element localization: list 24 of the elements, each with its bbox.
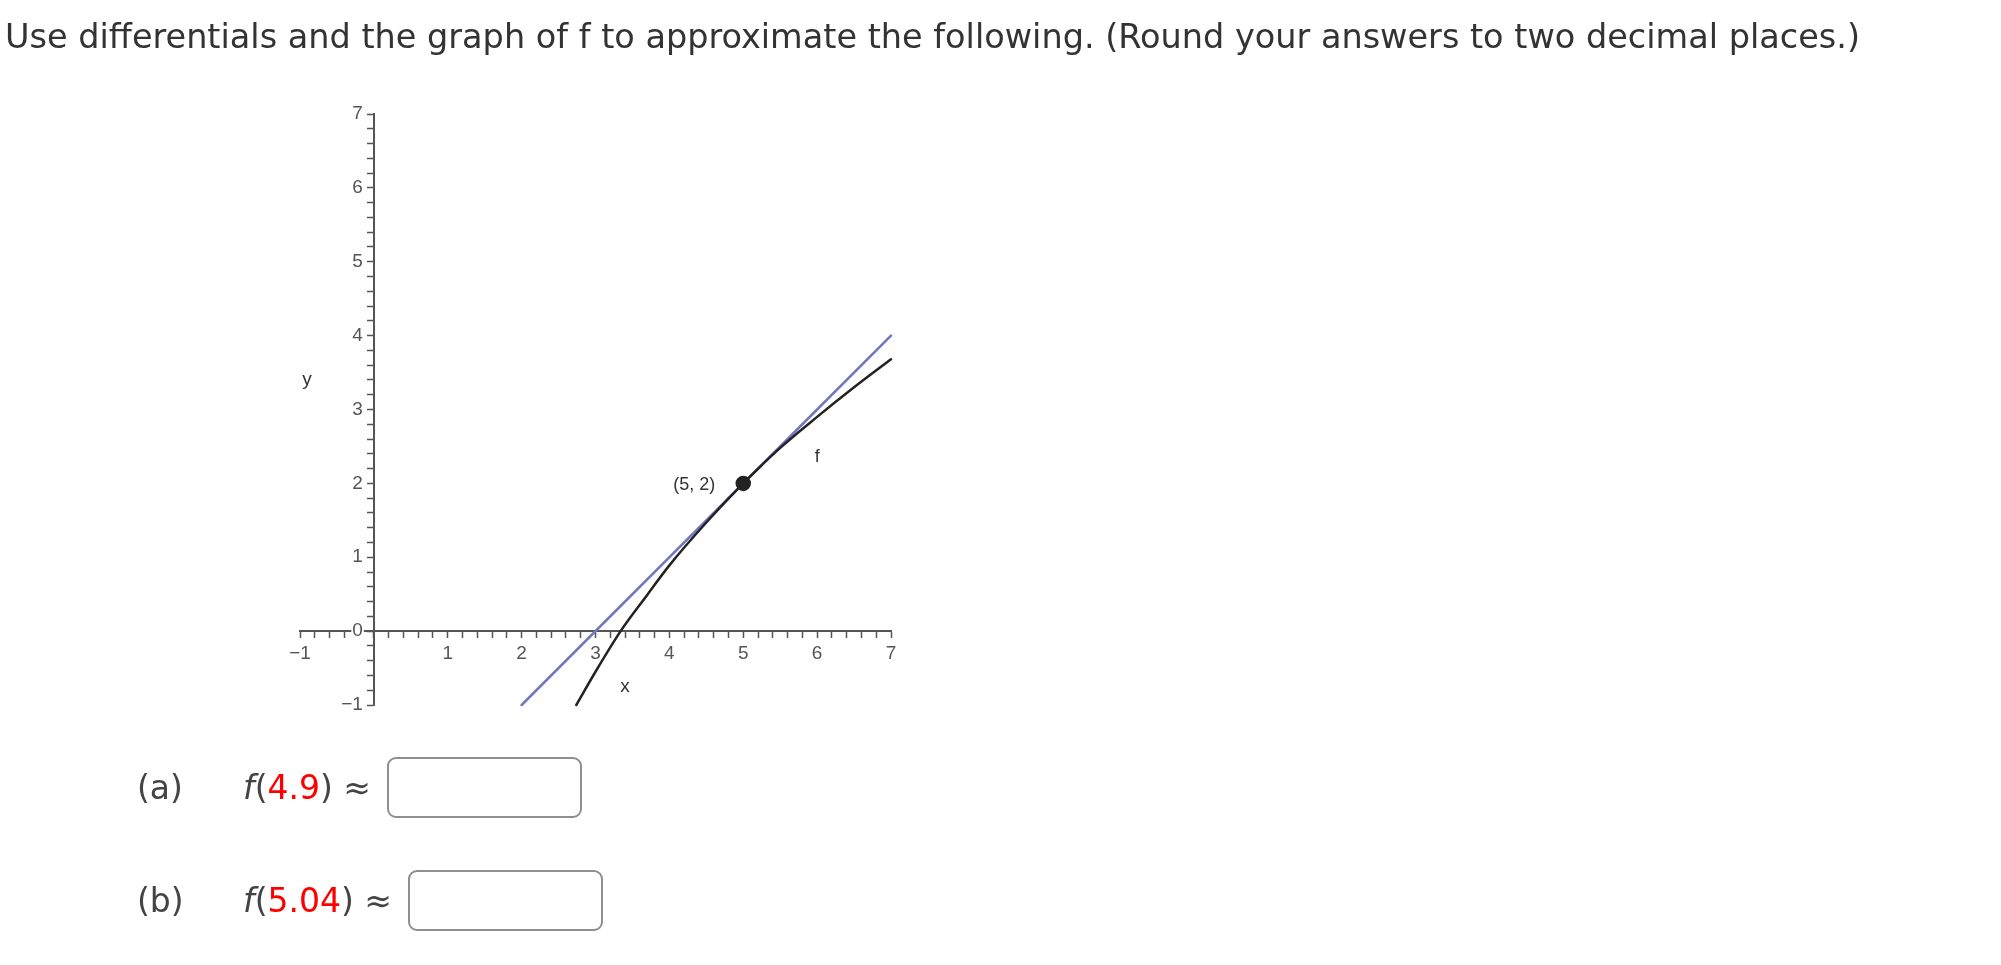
x-tick-label: 4 [664,641,676,663]
text: (a) f(4.9) ≈ [137,768,371,807]
annotation: (5, 2) [673,474,716,495]
y-tick-label: 5 [352,249,363,271]
x-tick-label: 5 [737,641,749,663]
x-tick-label: 1 [442,641,454,663]
y-tick-label: 6 [352,176,363,198]
series-label: f [814,445,821,466]
y-tick-label: 2 [352,471,363,493]
x-tick-label: −1 [289,641,311,663]
y-axis-title: y [302,368,313,390]
y-tick-label: 1 [352,545,363,567]
x-tick-label: 7 [885,641,897,663]
x-tick-label: 6 [811,641,823,663]
y-tick-label: 4 [352,323,364,345]
y-tick-label: −1 [341,693,363,715]
text: (b) f(5.04) ≈ [137,881,392,920]
x-axis-title: x [620,675,631,697]
y-tick-label: 7 [352,102,363,124]
y-tick-label: 3 [352,397,363,419]
y-tick-label: 0 [352,619,363,641]
x-tick-label: 2 [516,641,527,663]
chart-title: Use differentials and the graph of f to approximate the following. (Round your answers to two decimal places.) [5,17,1860,56]
x-tick-label: 3 [590,641,601,663]
